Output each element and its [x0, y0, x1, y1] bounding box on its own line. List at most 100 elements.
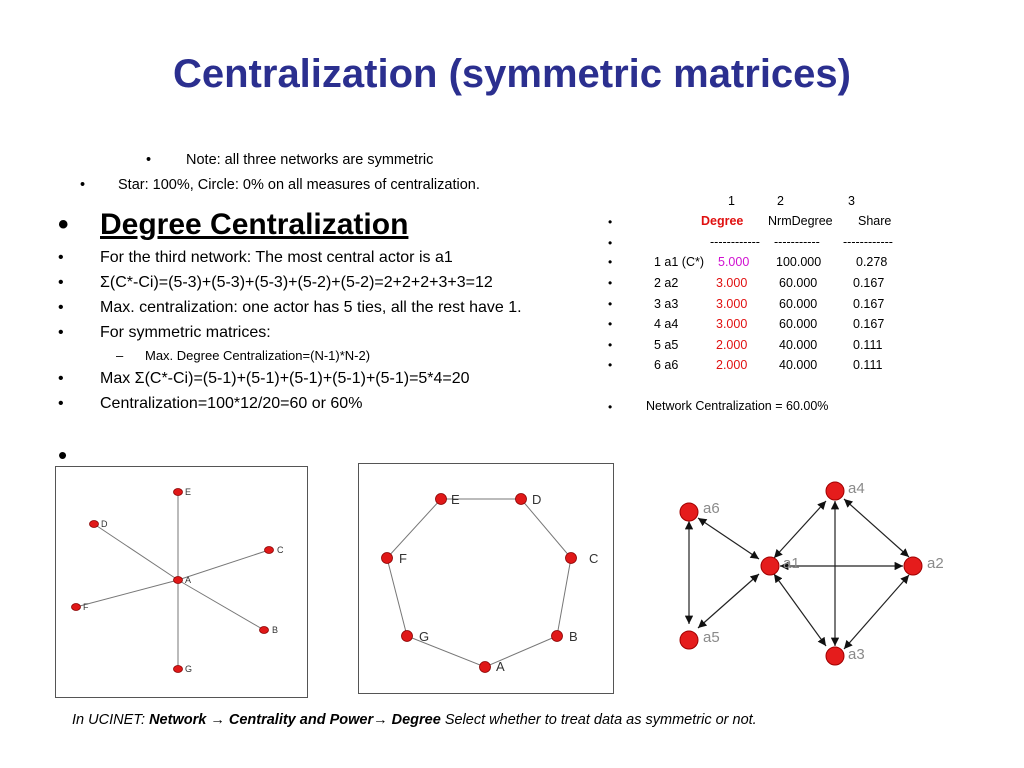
node-label: E [451, 492, 460, 507]
node-label: C [277, 545, 284, 555]
row-label: 6 a6 [654, 358, 679, 372]
degree-heading: Degree Centralization [100, 208, 409, 241]
node-a2 [903, 556, 923, 576]
row-nrmdegree: 60.000 [779, 297, 818, 311]
node-a4 [825, 481, 845, 501]
dash-row: ------------ [843, 235, 893, 249]
row-degree: 5.000 [718, 255, 750, 269]
bullet-glyph: • [58, 208, 69, 241]
bullet-glyph: • [58, 249, 64, 266]
row-share: 0.278 [856, 255, 888, 269]
node-G [173, 665, 183, 673]
degree-item: For the third network: The most central … [100, 249, 453, 266]
bullet-glyph: • [58, 440, 68, 470]
header-nrmdegree: NrmDegree [768, 214, 833, 228]
bullet-glyph: • [608, 297, 613, 311]
caption-menu-network: Network [149, 712, 207, 728]
row-share: 0.111 [853, 358, 883, 372]
bullet-glyph: • [608, 358, 613, 372]
node-label: G [185, 664, 192, 674]
row-degree: 3.000 [716, 317, 748, 331]
col-num: 2 [777, 194, 784, 208]
row-degree: 2.000 [716, 358, 748, 372]
dash-row: ----------- [774, 235, 820, 249]
node-label: G [419, 629, 429, 644]
node-F [71, 603, 81, 611]
bullet-glyph: • [58, 370, 64, 387]
row-nrmdegree: 60.000 [779, 276, 818, 290]
degree-item: Centralization=100*12/20=60 or 60% [100, 395, 363, 412]
node-F [381, 552, 393, 564]
dash-glyph: – [116, 348, 124, 363]
header-degree: Degree [701, 214, 744, 228]
caption-menu-degree: Degree [391, 712, 441, 728]
bullet-glyph: • [608, 338, 613, 352]
row-degree: 2.000 [716, 338, 748, 352]
degree-item: For symmetric matrices: [100, 324, 271, 341]
directed-network: a6 a4 a1 a2 a5 a3 [679, 480, 944, 666]
caption-suffix: Select whether to treat data as symmetri… [440, 712, 757, 728]
node-label: B [272, 625, 278, 635]
note-symmetric: Note: all three networks are symmetric [186, 152, 434, 168]
node-A [479, 661, 491, 673]
row-nrmdegree: 40.000 [779, 358, 818, 372]
bullet-glyph: • [146, 152, 152, 168]
degree-subitem: Max. Degree Centralization=(N-1)*N-2) [145, 348, 371, 363]
node-a1 [760, 556, 780, 576]
node-E [435, 493, 447, 505]
caption-arrow: → [373, 712, 392, 728]
row-share: 0.167 [853, 276, 885, 290]
col-num: 1 [728, 194, 735, 208]
bullet-glyph: • [58, 324, 64, 341]
node-A [173, 576, 183, 584]
node-a6 [679, 502, 699, 522]
bullet-glyph: • [58, 299, 64, 316]
row-degree: 3.000 [716, 276, 748, 290]
row-label: 4 a4 [654, 317, 679, 331]
node-label: A [185, 575, 191, 585]
caption-prefix: In UCINET: [72, 712, 150, 728]
node-label: D [101, 519, 108, 529]
row-nrmdegree: 100.000 [776, 255, 822, 269]
node-label: a2 [927, 555, 944, 572]
node-label: B [569, 629, 578, 644]
bullet-glyph: • [80, 177, 86, 193]
row-nrmdegree: 40.000 [779, 338, 818, 352]
row-share: 0.167 [853, 317, 885, 331]
bullet-glyph: • [608, 236, 613, 250]
page-title: Centralization (symmetric matrices) [172, 52, 851, 96]
node-E [173, 488, 183, 496]
star-network: E D C A F B G [71, 487, 284, 674]
row-label: 1 a1 (C*) [654, 255, 705, 269]
degree-item: Σ(C*-Ci)=(5-3)+(5-3)+(5-3)+(5-2)+(5-2)=2… [100, 274, 493, 291]
row-share: 0.111 [853, 338, 883, 352]
degree-item: Max. centralization: one actor has 5 tie… [100, 299, 522, 316]
node-B [259, 626, 269, 634]
row-label: 3 a3 [654, 297, 679, 311]
caption-menu-centrality: Centrality and Power [228, 712, 374, 728]
node-label: E [185, 487, 191, 497]
row-share: 0.167 [853, 297, 885, 311]
network-centralization: Network Centralization = 60.00% [646, 399, 829, 413]
node-label: C [589, 551, 598, 566]
node-label: a4 [848, 480, 865, 497]
bullet-glyph: • [608, 255, 613, 269]
col-num: 3 [848, 194, 855, 208]
node-label: a5 [703, 629, 720, 646]
bullet-glyph: • [608, 215, 613, 229]
dash-row: ------------ [710, 235, 760, 249]
bullet-glyph: • [608, 276, 613, 290]
row-nrmdegree: 60.000 [779, 317, 818, 331]
row-degree: 3.000 [716, 297, 748, 311]
circle-network-frame: E D F C G B A [358, 463, 614, 694]
row-label: 2 a2 [654, 276, 679, 290]
bullet-glyph: • [58, 395, 64, 412]
node-label: F [399, 551, 407, 566]
node-G [401, 630, 413, 642]
star-network-frame: E D C A F B G [55, 466, 308, 698]
node-B [551, 630, 563, 642]
node-label: A [496, 659, 505, 674]
node-label: a6 [703, 500, 720, 517]
node-D [89, 520, 99, 528]
node-a3 [825, 646, 845, 666]
